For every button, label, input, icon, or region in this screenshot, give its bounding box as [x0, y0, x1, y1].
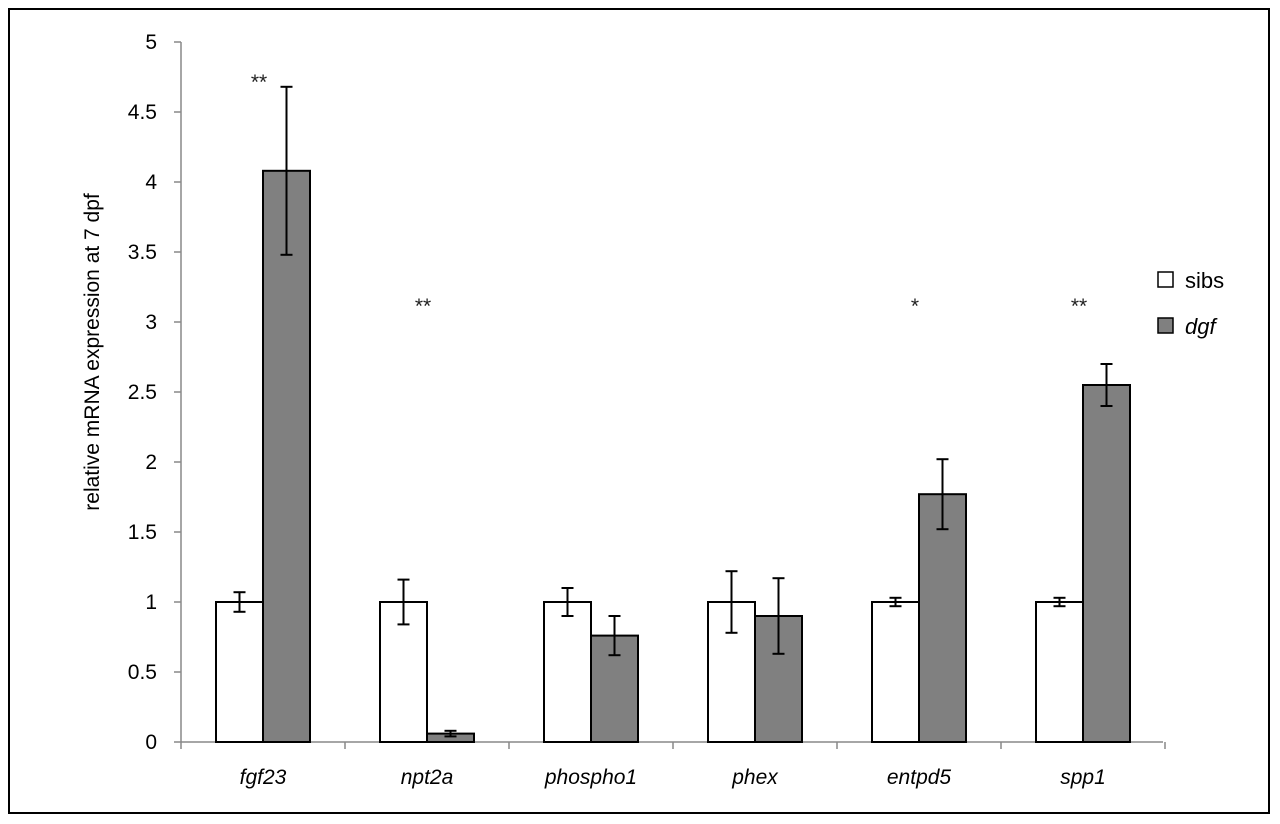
legend-swatch-sibs — [1157, 271, 1174, 288]
bar-dgf-spp1 — [1082, 384, 1131, 743]
labels: fgf23 npt2a phospho1 phex entpd5 spp1**** * ** — [240, 71, 1106, 789]
y-axis-title: relative mRNA expression at 7 dpf — [81, 193, 104, 511]
significance-marker: ** — [415, 295, 431, 318]
category-label: spp1 — [1060, 766, 1106, 789]
significance-marker: * — [911, 295, 919, 318]
category-label: npt2a — [401, 766, 454, 789]
bar-sibs-entpd5 — [871, 601, 920, 743]
legend-label-dgf: dgf — [1185, 314, 1218, 339]
bar-sibs-phospho1 — [543, 601, 592, 743]
y-tick-label: 2.5 — [128, 381, 157, 404]
category-label: phospho1 — [544, 766, 637, 789]
y-tick-label: 3 — [145, 311, 157, 334]
legend: sibs dgf — [1157, 268, 1224, 339]
bar-dgf-fgf23 — [262, 169, 311, 744]
axes: 0 0.5 1 1.5 2 2.5 3 3.5 4 4.5 5 relative mRNA expre… — [81, 31, 1166, 754]
category-label: phex — [731, 766, 779, 789]
y-tick-label: 0 — [145, 731, 157, 754]
y-tick-label: 1.5 — [128, 521, 157, 544]
error-bars — [233, 85, 1113, 738]
y-tick-label: 4.5 — [128, 101, 157, 124]
y-tick-label: 3.5 — [128, 241, 157, 264]
significance-marker: ** — [251, 71, 267, 94]
category-label: fgf23 — [240, 766, 287, 789]
y-tick-label: 4 — [145, 171, 157, 194]
significance-marker: ** — [1071, 295, 1087, 318]
bars — [215, 169, 1131, 744]
legend-label-sibs: sibs — [1185, 268, 1224, 293]
y-tick-label: 1 — [145, 591, 157, 614]
bar-dgf-entpd5 — [918, 493, 967, 744]
category-label: entpd5 — [887, 766, 952, 789]
y-tick-label: 0.5 — [128, 661, 157, 684]
bar-sibs-fgf23 — [215, 601, 264, 743]
bar-sibs-spp1 — [1035, 601, 1084, 743]
y-tick-label: 5 — [145, 31, 157, 54]
y-tick-label: 2 — [145, 451, 157, 474]
legend-swatch-dgf — [1157, 317, 1174, 334]
